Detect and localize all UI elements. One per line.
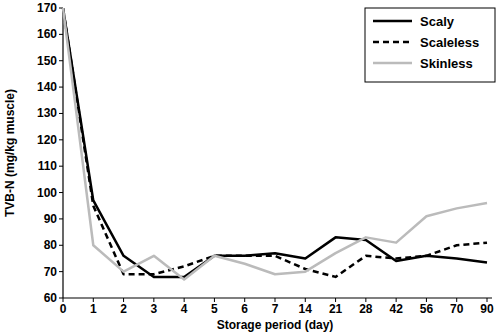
legend-swatch [373, 62, 412, 65]
x-tick-label: 6 [241, 302, 248, 316]
y-tick [59, 298, 63, 299]
x-tick-label: 1 [90, 302, 97, 316]
x-tick-label: 21 [329, 302, 343, 316]
x-tick-label: 14 [299, 302, 313, 316]
series-line [63, 8, 487, 280]
y-tick [59, 166, 63, 167]
y-tick [59, 192, 63, 193]
y-axis [62, 8, 63, 298]
x-axis-title: Storage period (day) [217, 318, 334, 332]
legend-label: Skinless [420, 56, 473, 71]
y-tick-label: 70 [44, 265, 58, 279]
y-tick-label: 90 [44, 212, 58, 226]
x-tick-label: 3 [151, 302, 158, 316]
y-tick-label: 130 [37, 106, 57, 120]
legend-swatch [373, 20, 412, 23]
y-tick-label: 110 [38, 159, 58, 173]
legend-label: Scaleless [420, 35, 479, 50]
x-tick-label: 7 [272, 302, 279, 316]
y-tick [59, 34, 63, 35]
y-tick [59, 113, 63, 114]
y-tick-label: 60 [44, 291, 58, 305]
series-group [63, 8, 487, 280]
x-axis [63, 297, 492, 298]
y-tick-label: 100 [37, 186, 57, 200]
y-tick-label: 140 [37, 80, 57, 94]
series-line [63, 8, 487, 277]
legend-box [365, 8, 495, 82]
y-tick [59, 87, 63, 88]
x-tick-label: 4 [181, 302, 188, 316]
legend: Scaly Scaleless Skinless [365, 8, 495, 82]
legend-label: Scaly [420, 14, 455, 29]
y-tick [59, 218, 63, 219]
x-tick-label: 90 [480, 302, 494, 316]
y-tick [59, 271, 63, 272]
x-tick-label: 5 [211, 302, 218, 316]
y-tick-label: 170 [37, 1, 57, 15]
x-tick-label: 56 [420, 302, 434, 316]
x-tick-label: 28 [359, 302, 373, 316]
series-line [63, 8, 487, 277]
y-tick-label: 120 [37, 133, 57, 147]
x-tick-label: 70 [450, 302, 464, 316]
legend-swatch [373, 41, 412, 44]
y-tick-label: 80 [44, 238, 58, 252]
chart: 6070809010011012013014015016017001234567… [0, 0, 500, 332]
x-tick-label: 0 [60, 302, 67, 316]
y-tick [59, 139, 63, 140]
y-tick [59, 60, 63, 61]
x-tick-label: 42 [389, 302, 403, 316]
y-axis-title: TVB-N (mg/kg muscle) [3, 89, 17, 217]
x-tick-label: 2 [120, 302, 127, 316]
y-tick [59, 245, 63, 246]
y-tick-label: 160 [37, 27, 57, 41]
y-tick-label: 150 [37, 54, 57, 68]
